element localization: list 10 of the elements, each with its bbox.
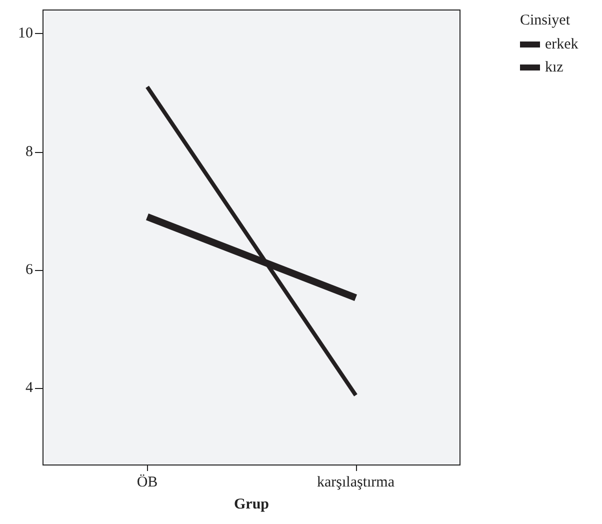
x-axis-title: Grup [234, 496, 270, 512]
y-tick-label: 10 [18, 26, 33, 42]
legend-label: kız [545, 60, 564, 76]
y-tick-label: 4 [26, 380, 34, 396]
legend-label: erkek [545, 36, 579, 52]
y-tick-label: 6 [26, 262, 34, 278]
y-tick-label: 8 [26, 144, 33, 160]
legend-title: Cinsiyet [520, 12, 571, 28]
x-tick-label: karşılaştırma [317, 474, 395, 490]
x-tick-label: ÖB [136, 474, 158, 490]
